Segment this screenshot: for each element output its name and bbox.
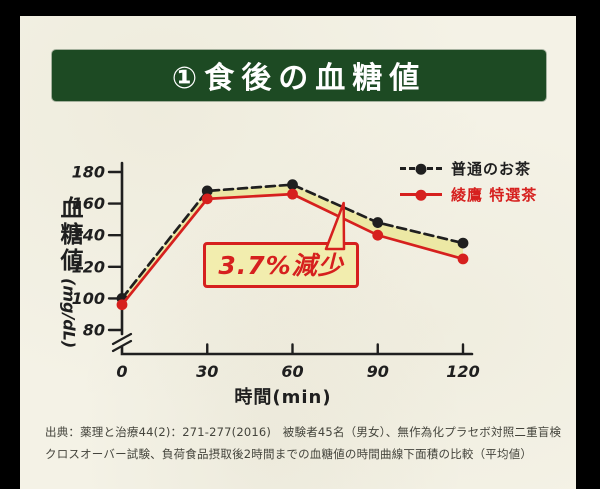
source-note-line2: クロスオーバー試験、負荷食品摂取後2時間までの血糖値の時間曲線下面積の比較（平均… [45, 446, 533, 461]
legend-label: 綾鷹 特選茶 [451, 186, 538, 204]
legend-label: 普通のお茶 [451, 160, 532, 178]
legend-item-normal-tea: 普通のお茶 [400, 159, 537, 178]
x-axis-label: 時間(min) [234, 387, 332, 408]
source-note-line1: 出典：薬理と治療44(2)：271-277(2016) 被験者45名（男女）、無… [45, 425, 562, 439]
y-axis-label: 血糖値 (mg/dL) [50, 196, 88, 348]
page-title: ①食後の血糖値 [171, 60, 427, 96]
reduction-callout: 3.7%減少 [203, 242, 359, 288]
title-banner: ①食後の血糖値 [52, 50, 546, 101]
source-note: 出典：薬理と治療44(2)：271-277(2016) 被験者45名（男女）、無… [45, 422, 569, 465]
y-axis-label-text: 血糖値 [56, 196, 82, 274]
y-axis-unit: (mg/dL) [59, 278, 79, 349]
reduction-callout-text: 3.7%減少 [218, 251, 344, 280]
legend-dashed-line-icon [400, 163, 442, 175]
legend-item-ayataka-tea: 綾鷹 特選茶 [400, 185, 537, 204]
legend-red-dot-icon [415, 189, 427, 201]
legend-solid-line-icon [400, 189, 442, 201]
chart-legend: 普通のお茶 綾鷹 特選茶 [400, 159, 537, 204]
legend-black-dot-icon [415, 163, 427, 175]
